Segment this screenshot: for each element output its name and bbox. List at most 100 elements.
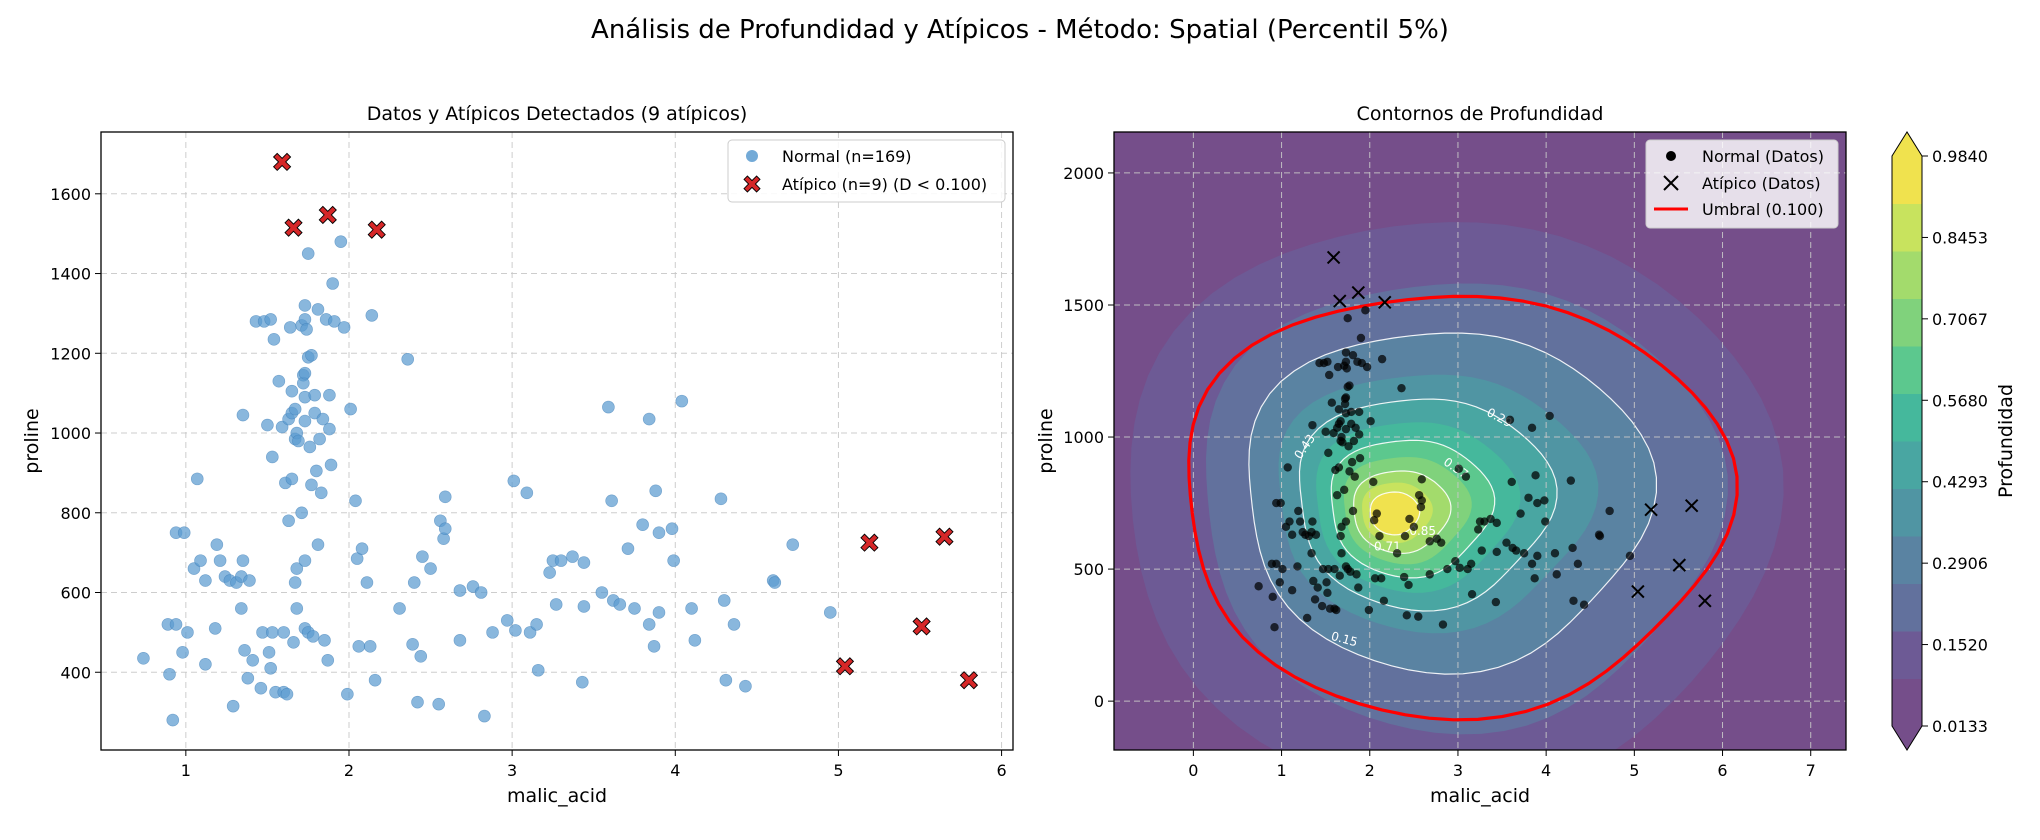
normal-point [326,277,339,290]
normal-data-point [1313,583,1322,592]
normal-data-point [1375,531,1384,541]
normal-data-point [1287,586,1297,595]
normal-point [337,321,351,334]
normal-data-point [1507,477,1516,487]
normal-point [401,352,415,366]
normal-point [642,618,656,631]
legend-outlier-marker [743,175,761,193]
outlier-data-point [1672,558,1687,572]
normal-data-point [1425,537,1434,546]
colorbar-tick-label: 0.9840 [1932,147,1988,166]
normal-point [438,522,452,536]
normal-data-point [1327,398,1337,407]
normal-point [238,644,251,657]
scatter-xtick-label: 4 [670,761,680,780]
outlier-point [835,657,855,676]
normal-data-point [1369,477,1378,487]
normal-point [365,309,379,322]
normal-data-point [1527,559,1537,569]
normal-point [300,323,313,336]
normal-data-point [1404,580,1413,590]
normal-data-point [1310,595,1320,604]
normal-point [478,709,491,723]
normal-point [595,586,609,599]
normal-point [305,478,318,492]
colorbar-band [1892,631,1922,679]
normal-data-point [1402,611,1412,620]
colorbar-band [1892,678,1922,727]
normal-data-point [1467,589,1477,599]
contour-legend-box [1645,139,1839,229]
contour-ytick-label: 2000 [1063,164,1104,183]
normal-point [272,374,286,388]
normal-data-point [1605,506,1614,516]
outlier-point [284,218,303,237]
normal-data-point [1349,436,1359,446]
normal-data-point [1416,502,1426,512]
normal-point [341,687,354,701]
normal-point [509,624,522,637]
normal-data-point [1533,551,1542,561]
normal-point [163,667,176,681]
normal-point [652,606,666,619]
normal-data-point [1505,415,1515,425]
colorbar-tick-label: 0.8453 [1932,228,1988,247]
normal-point [577,600,591,613]
normal-point [675,394,689,408]
normal-point [264,661,277,675]
normal-point [243,574,256,587]
normal-point [310,464,323,478]
normal-point [823,606,837,619]
normal-point [282,514,295,528]
contour-ytick-label: 1500 [1063,296,1104,315]
legend-threshold-label: Umbral (0.100) [1702,200,1824,219]
colorbar-band [1892,536,1922,584]
normal-point [292,434,305,448]
normal-point [235,602,248,615]
normal-data-point [1308,420,1317,430]
normal-data-point [1568,543,1577,553]
scatter-xtick-label: 6 [996,761,1006,780]
normal-point [166,713,180,727]
normal-data-point [1438,620,1448,629]
normal-point [176,646,189,659]
normal-data-point [1341,357,1351,366]
outlier-point [318,205,337,225]
colorbar-tick-label: 0.4293 [1932,473,1988,492]
normal-point [416,550,429,563]
outlier-data-point [1698,594,1712,608]
contour-xtick-label: 4 [1541,761,1551,780]
colorbar-tick-label: 0.0133 [1932,717,1988,736]
depth-contour-line [1369,491,1421,536]
scatter-ytick-label: 400 [60,663,91,682]
normal-data-point [1366,416,1375,426]
contour-ytick-label: 500 [1073,560,1104,579]
scatter-x-axis-label: malic_acid [507,785,607,807]
normal-data-point [1335,571,1344,580]
normal-point [194,554,207,567]
normal-point [363,640,377,653]
normal-point [349,494,362,508]
contour-xtick-label: 3 [1453,761,1463,780]
normal-data-point [1321,427,1330,436]
normal-data-point [1323,357,1332,366]
normal-data-point [1336,416,1345,426]
legend-outlier-label: Atípico (n=9) (D < 0.100) [782,175,987,194]
normal-data-point [1379,596,1389,605]
normal-data-point [1355,453,1365,463]
normal-point [486,626,499,639]
normal-data-point [1502,538,1511,547]
normal-data-point [1307,549,1316,558]
normal-point [642,412,656,426]
outlier-data-point [1631,584,1645,599]
scatter-legend: Normal (n=169) Atípico (n=9) (D < 0.100) [727,139,1006,203]
outlier-point [912,617,931,636]
normal-point [262,646,276,659]
normal-data-point [1566,476,1576,485]
scatter-ytick-label: 1600 [50,185,91,204]
contour-xtick-label: 2 [1365,761,1375,780]
normal-point [311,303,325,316]
normal-data-point [1392,549,1402,558]
normal-point [649,484,663,498]
